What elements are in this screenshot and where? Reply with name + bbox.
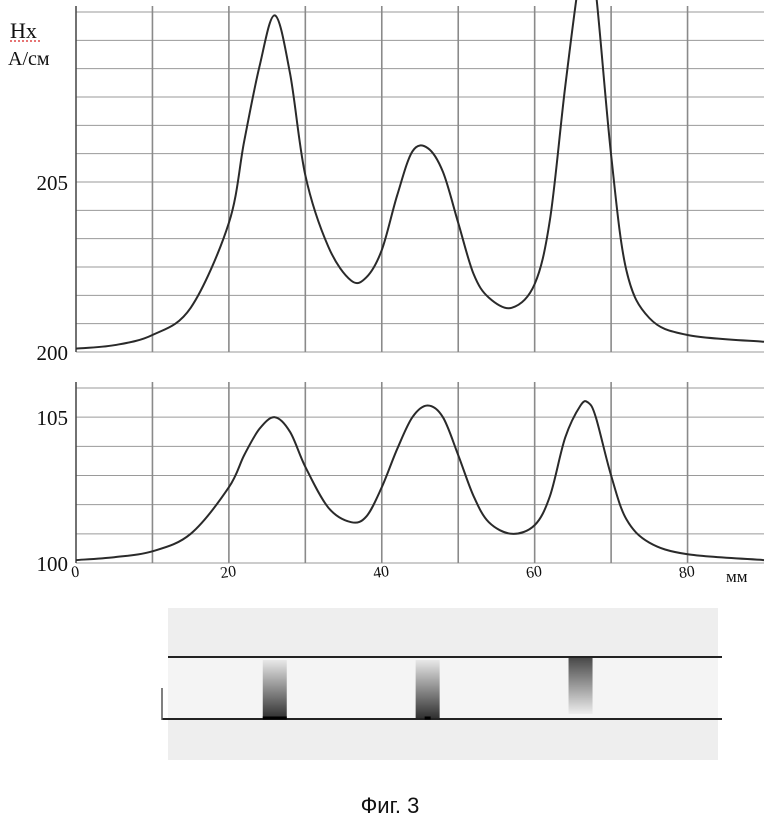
strip-mark bbox=[569, 658, 593, 714]
bottom-xtick-label: 0 bbox=[70, 564, 80, 582]
top-chart-grid bbox=[76, 6, 764, 352]
strip-mark bbox=[263, 660, 287, 718]
top-ylabel-line2: А/см bbox=[8, 48, 50, 70]
defect-strip-image bbox=[162, 608, 722, 760]
bottom-chart-xticks: 0 20 40 60 80 bbox=[70, 563, 696, 582]
strip-band bbox=[168, 658, 718, 720]
figure-caption: Фиг. 3 bbox=[361, 793, 420, 818]
bottom-xtick-label: 20 bbox=[219, 563, 237, 582]
bottom-chart-yticks: 105 100 bbox=[37, 406, 69, 576]
top-chart-curve bbox=[76, 0, 764, 349]
strip-mark bbox=[416, 660, 440, 718]
x-axis-unit: мм bbox=[726, 567, 748, 586]
bottom-xtick-label: 80 bbox=[678, 563, 696, 582]
top-ylabel-line1: Hx bbox=[10, 18, 37, 43]
bottom-chart-curve bbox=[76, 401, 764, 560]
bottom-ytick-label: 100 bbox=[37, 552, 69, 576]
bottom-xtick-label: 40 bbox=[372, 563, 390, 582]
bottom-ytick-label: 105 bbox=[37, 406, 69, 430]
top-ytick-label: 200 bbox=[37, 341, 69, 365]
top-ytick-label: 205 bbox=[37, 171, 69, 195]
bottom-chart: 105 100 0 20 40 60 80 мм bbox=[37, 382, 765, 586]
top-chart-yticks: 205 200 bbox=[37, 171, 69, 365]
top-chart: Hx А/см 205 200 bbox=[8, 0, 764, 365]
bottom-xtick-label: 60 bbox=[525, 563, 543, 582]
